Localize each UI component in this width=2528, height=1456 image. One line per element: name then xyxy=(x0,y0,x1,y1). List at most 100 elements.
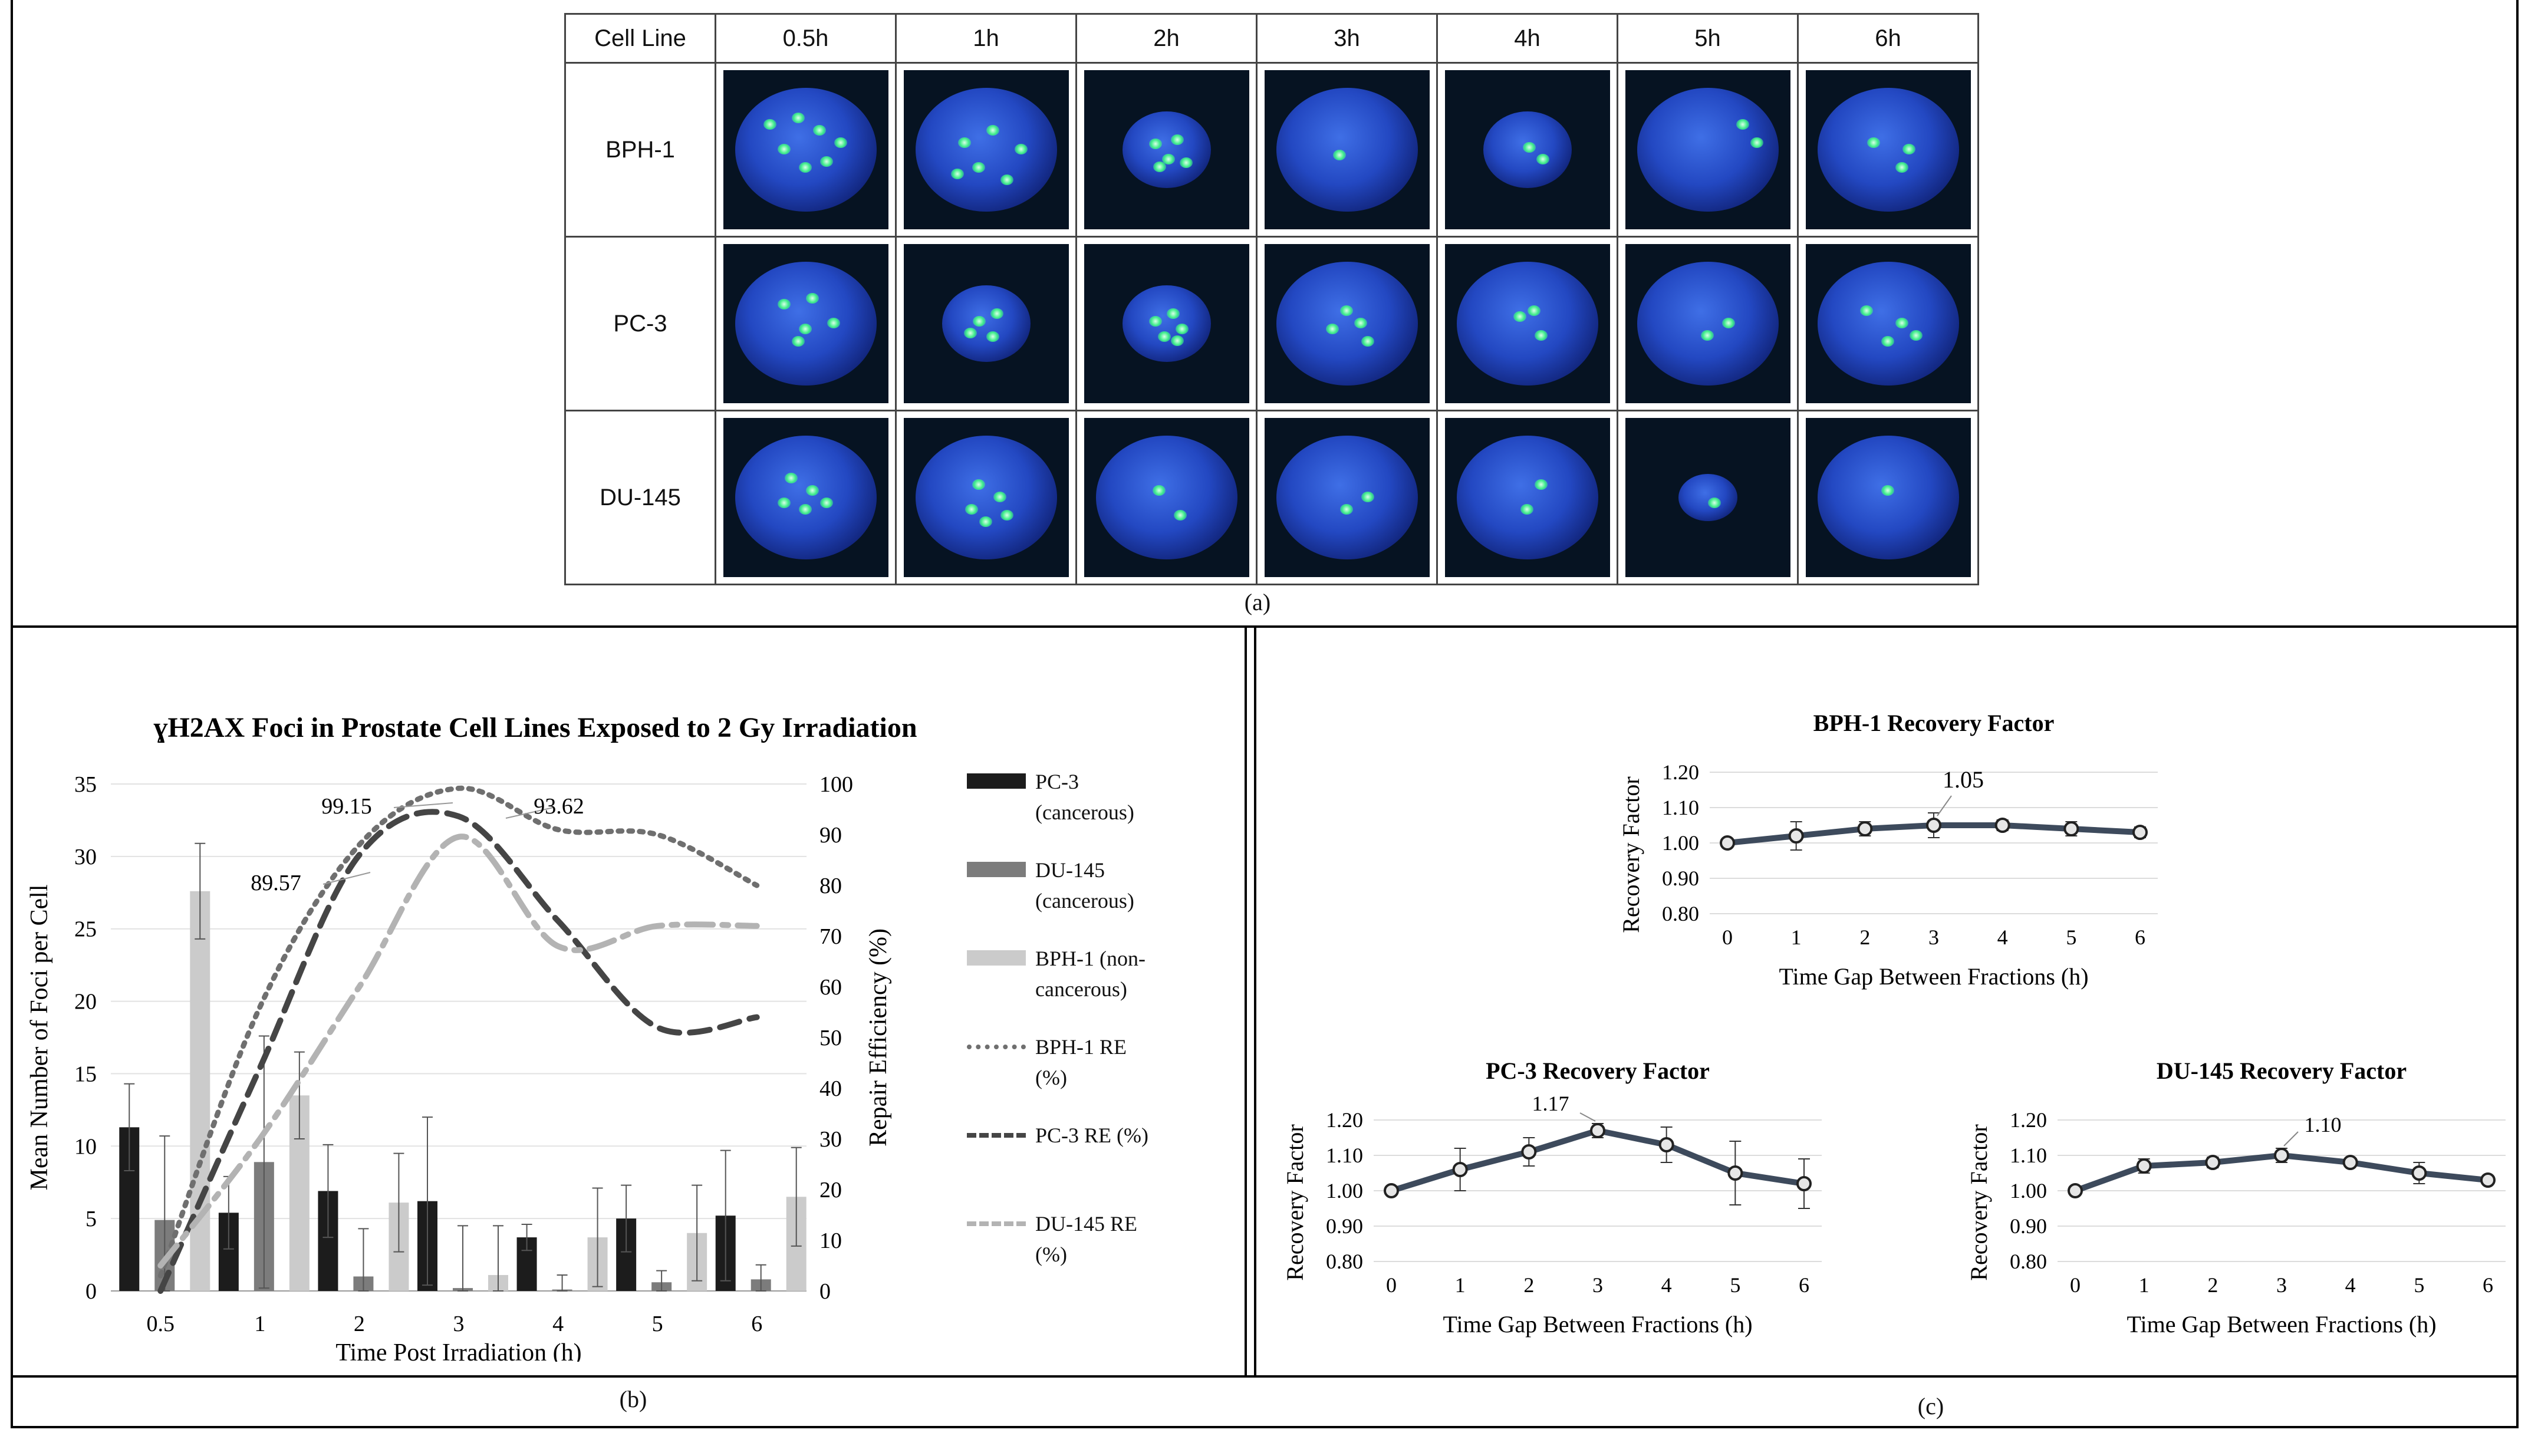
foci-spot xyxy=(964,327,977,338)
foci-spot xyxy=(1859,305,1873,316)
annotation-leader xyxy=(1579,1112,1596,1122)
y-tick-label: 0.80 xyxy=(1326,1250,1363,1273)
nucleus xyxy=(735,88,877,212)
micrograph-cell xyxy=(1256,410,1438,585)
y-tick-label: 0.90 xyxy=(2010,1214,2047,1238)
legend-label-bph1: BPH-1 (non-cancerous) xyxy=(1035,947,1146,1001)
foci-spot xyxy=(1895,162,1908,173)
annotation-label: 1.10 xyxy=(2305,1113,2342,1137)
y2-tick-label: 60 xyxy=(819,975,842,1000)
nucleus xyxy=(1637,262,1779,386)
foci-spot xyxy=(1721,317,1735,328)
y-tick-label: 20 xyxy=(74,990,97,1014)
data-point xyxy=(1658,1137,1674,1152)
micrograph-cell xyxy=(1075,62,1258,238)
legend-swatch-pc3 xyxy=(967,773,1026,789)
micrograph-cell xyxy=(895,62,1077,238)
foci-spot xyxy=(1361,336,1374,347)
x-tick-label: 2 xyxy=(1859,925,1870,949)
data-point xyxy=(1720,835,1735,851)
foci-spot xyxy=(1700,330,1714,341)
bph1-recovery-chart: BPH-1 Recovery Factor 0.80 0.90 1.00 1.10 1.2… xyxy=(1618,710,2158,990)
micrograph-cell xyxy=(1436,62,1618,238)
x-tick-label: 6 xyxy=(2483,1273,2493,1297)
x-tick-label: 3 xyxy=(2276,1273,2287,1297)
header-1h: 1h xyxy=(895,13,1077,64)
foci-spot xyxy=(1736,118,1749,130)
y-tick-label: 1.10 xyxy=(1662,796,1699,819)
micrograph-row: DU-145 xyxy=(564,410,1979,585)
x-axis-title: Time Post Irradiation (h) xyxy=(335,1339,581,1362)
foci-spot xyxy=(1173,510,1187,521)
micrograph-image xyxy=(723,244,888,403)
legend-label-du145: DU-145 (cancerous) xyxy=(1035,858,1134,913)
micrograph-cell xyxy=(1436,410,1618,585)
micrograph-cell xyxy=(895,410,1077,585)
y-tick-label: 0.80 xyxy=(2010,1250,2047,1273)
foci-spot xyxy=(972,479,985,490)
foci-spot xyxy=(986,331,999,342)
micrograph-image xyxy=(903,244,1069,403)
nucleus xyxy=(1456,436,1598,559)
nucleus xyxy=(735,436,877,559)
micrograph-cell xyxy=(1617,236,1799,411)
x-tick-label: 6 xyxy=(2135,925,2145,949)
x-tick-label: 1 xyxy=(1791,925,1802,949)
nucleus xyxy=(942,285,1031,362)
x-tick-label: 5 xyxy=(652,1312,663,1336)
y-axis-title: Recovery Factor xyxy=(1282,1124,1308,1280)
header-4h: 4h xyxy=(1436,13,1618,64)
legend-label-pc3: PC-3 (cancerous) xyxy=(1035,770,1134,824)
data-point xyxy=(2274,1148,2289,1163)
micrograph-image xyxy=(723,418,888,577)
y-tick-label: 15 xyxy=(74,1062,97,1086)
data-point xyxy=(2480,1172,2496,1188)
y-axis-title: Mean Number of Foci per Cell xyxy=(26,884,53,1190)
micrograph-image xyxy=(903,418,1069,577)
annotation-label: 99.15 xyxy=(321,794,372,819)
nucleus xyxy=(915,88,1057,212)
data-point xyxy=(2411,1165,2427,1181)
y-tick-label: 1.10 xyxy=(2010,1144,2047,1167)
x-tick-label: 4 xyxy=(1997,925,2008,949)
foci-spot xyxy=(1000,174,1013,185)
micrograph-cell xyxy=(1256,62,1438,238)
y-tick-label: 1.00 xyxy=(1326,1179,1363,1203)
y2-tick-label: 90 xyxy=(819,823,842,848)
foci-spot xyxy=(1534,479,1548,490)
foci-spot xyxy=(777,143,791,154)
legend-label-pc3-re: PC-3 RE (%) xyxy=(1035,1124,1148,1147)
foci-spot xyxy=(1000,510,1013,521)
foci-spot xyxy=(1909,330,1923,341)
row-label: PC-3 xyxy=(564,236,716,411)
micrograph-image xyxy=(903,70,1069,229)
data-point xyxy=(2205,1155,2221,1170)
nucleus xyxy=(1817,436,1959,559)
micrograph-image xyxy=(1084,244,1249,403)
y2-tick-label: 20 xyxy=(819,1178,842,1203)
x-tick-label: 0.5 xyxy=(147,1312,175,1336)
annotation-label: 1.17 xyxy=(1532,1092,1569,1115)
micrograph-image xyxy=(1084,418,1249,577)
micrograph-image xyxy=(1444,418,1610,577)
y2-tick-label: 100 xyxy=(819,772,853,797)
foci-spot xyxy=(973,316,986,327)
x-tick-label: 3 xyxy=(453,1312,465,1336)
micrograph-image xyxy=(1264,244,1430,403)
foci-spot xyxy=(990,308,1003,319)
micrograph-cell xyxy=(1436,236,1618,411)
foci-spot xyxy=(1325,324,1339,334)
micrograph-cell xyxy=(1075,410,1258,585)
foci-spot xyxy=(1175,324,1189,334)
data-point xyxy=(2063,821,2079,836)
row-label: DU-145 xyxy=(564,410,716,585)
y-tick-label: 0.80 xyxy=(1662,902,1699,925)
micrograph-image xyxy=(1625,244,1790,403)
foci-spot xyxy=(1361,491,1374,502)
x-tick-label: 5 xyxy=(2414,1273,2424,1297)
y2-tick-label: 40 xyxy=(819,1076,842,1101)
micrograph-image xyxy=(1625,418,1790,577)
foci-spot xyxy=(1707,498,1721,508)
data-point xyxy=(1590,1123,1605,1138)
foci-spot xyxy=(965,503,978,515)
